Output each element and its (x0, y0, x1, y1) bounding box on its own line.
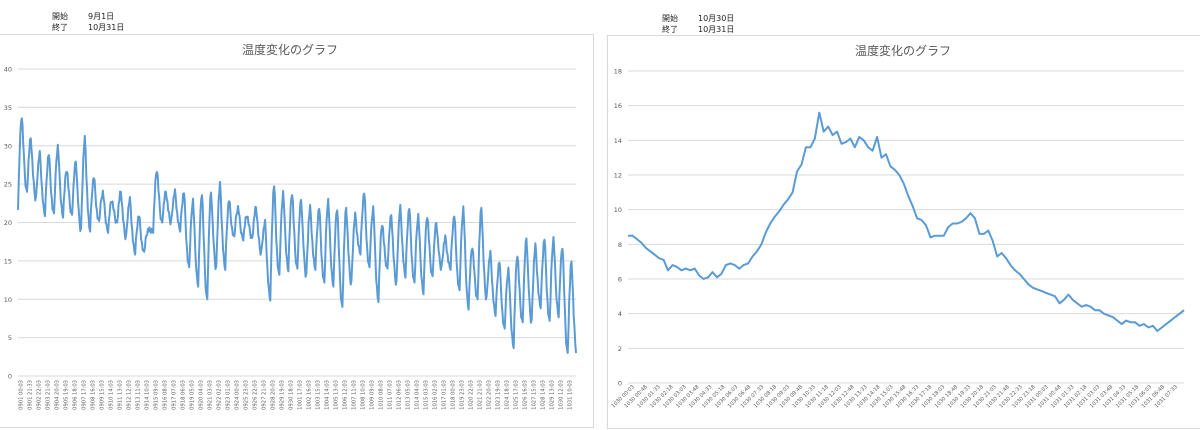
end-value: 10月31日 (698, 25, 735, 34)
start-label: 開始 (52, 12, 68, 21)
y-tick-label: 5 (8, 334, 12, 342)
x-tick-label: 0928 20:03 (271, 380, 277, 410)
x-tick-label: 0909 15:03 (100, 380, 106, 410)
x-tick-label: 0905 19:03 (64, 380, 70, 410)
start-value: 9月1日 (88, 12, 115, 21)
x-tick-label: 1010 08:03 (379, 380, 385, 410)
y-tick-label: 35 (4, 104, 12, 112)
y-tick-label: 40 (4, 66, 12, 74)
y-tick-label: 18 (614, 68, 622, 76)
x-tick-label: 0901 21:33 (28, 380, 34, 410)
x-tick-label: 0919 05:03 (190, 380, 196, 410)
y-tick-label: 6 (618, 276, 622, 284)
x-tick-label: 0906 18:03 (73, 380, 79, 410)
x-tick-label: 0922 02:03 (217, 380, 223, 410)
y-tick-label: 10 (614, 206, 622, 214)
x-tick-label: 0916 08:03 (163, 380, 169, 410)
x-tick-label: 1031 10:03 (568, 380, 574, 410)
x-tick-label: 0910 14:03 (109, 380, 115, 410)
start-value: 10月30日 (698, 14, 735, 23)
y-tick-label: 2 (618, 345, 622, 353)
x-tick-label: 0930 18:03 (289, 380, 295, 410)
x-tick-label: 1012 06:03 (397, 380, 403, 410)
x-tick-label: 1028 14:03 (541, 380, 547, 410)
y-tick-label: 30 (4, 142, 12, 150)
x-tick-label: 0921 03:03 (208, 380, 214, 410)
x-tick-label: 1005 13:03 (334, 380, 340, 410)
x-tick-label: 1011 07:03 (388, 380, 394, 410)
x-tick-label: 1001 17:03 (298, 380, 304, 410)
x-tick-label: 0913 11:03 (136, 380, 142, 410)
x-tick-label: 1006 12:03 (343, 380, 349, 410)
end-label: 終了 (52, 23, 68, 32)
x-tick-label: 1003 15:03 (316, 380, 322, 410)
y-tick-label: 14 (614, 137, 622, 145)
x-tick-label: 1030 12:03 (559, 380, 565, 410)
x-tick-label: 1026 16:03 (523, 380, 529, 410)
y-tick-label: 0 (8, 373, 12, 381)
x-tick-label: 0904 20:03 (55, 380, 61, 410)
x-tick-label: 0925 23:03 (244, 380, 250, 410)
chart-title: 温度変化のグラフ (242, 42, 338, 57)
temperature-series-line (17, 117, 577, 354)
monthly-chart-svg: 温度変化のグラフ 0 5 10 15 20 25 30 35 40 0901 00:03 0901 2… (4, 42, 577, 410)
x-tick-label: 1004 14:03 (325, 380, 331, 410)
x-tick-label: 1009 09:03 (370, 380, 376, 410)
x-tick-label: 0923 01:03 (226, 380, 232, 410)
x-tick-label: 1027 15:03 (532, 380, 538, 410)
x-tick-label: 1022 20:03 (487, 380, 493, 410)
x-tick-label: 0907 17:03 (82, 380, 88, 410)
x-tick-label: 1008 10:03 (361, 380, 367, 410)
x-tick-label: 1015 03:03 (424, 380, 430, 410)
y-tick-label: 15 (4, 257, 12, 265)
x-tick-label: 1016 02:03 (433, 380, 439, 410)
end-label: 終了 (662, 25, 678, 34)
x-tick-label: 0901 00:03 (19, 380, 25, 410)
x-tick-label: 0908 16:03 (91, 380, 97, 410)
x-tick-label: 1013 05:03 (406, 380, 412, 410)
x-tick-label: 1017 01:03 (442, 380, 448, 410)
x-tick-label: 1014 04:03 (415, 380, 421, 410)
end-value: 10月31日 (88, 23, 125, 32)
y-tick-label: 10 (4, 296, 12, 304)
x-tick-label: 0920 04:03 (199, 380, 205, 410)
x-tick-label: 0903 21:03 (46, 380, 52, 410)
start-label: 開始 (662, 14, 678, 23)
y-tick-label: 16 (614, 102, 622, 110)
daily-temperature-chart[interactable]: 温度変化のグラフ 0 2 4 6 8 10 12 14 16 18 1030 00:03 1030 00… (607, 35, 1200, 429)
x-tick-label: 1024 18:03 (505, 380, 511, 410)
x-tick-label: 0912 12:03 (127, 380, 133, 410)
x-tick-label: 0926 22:03 (253, 380, 259, 410)
x-tick-label: 0902 22:03 (37, 380, 43, 410)
x-tick-label: 0911 13:03 (118, 380, 124, 410)
y-tick-label: 0 (618, 380, 622, 388)
left-date-range: 開始 9月1日 終了 10月31日 (52, 11, 124, 33)
x-tick-label: 0918 06:03 (181, 380, 187, 410)
x-tick-label: 0914 10:03 (145, 380, 151, 410)
x-tick-label: 0915 09:03 (154, 380, 160, 410)
x-tick-label: 1020 22:03 (469, 380, 475, 410)
monthly-temperature-chart[interactable]: 温度変化のグラフ 0 5 10 15 20 25 30 35 40 0901 00:03 0901 2… (0, 34, 594, 428)
x-tick-label: 0929 19:03 (280, 380, 286, 410)
x-tick-label: 0917 07:03 (172, 380, 178, 410)
chart-title: 温度変化のグラフ (855, 43, 951, 58)
x-tick-label: 0924 00:03 (235, 380, 241, 410)
y-tick-label: 25 (4, 181, 12, 189)
x-tick-label: 1002 16:03 (307, 380, 313, 410)
x-tick-label: 1025 17:03 (514, 380, 520, 410)
y-tick-label: 12 (614, 172, 622, 180)
x-tick-label: 0927 21:03 (262, 380, 268, 410)
x-tick-label: 1019 23:03 (460, 380, 466, 410)
y-tick-label: 20 (4, 219, 12, 227)
y-tick-label: 8 (618, 241, 622, 249)
temperature-series-line (628, 111, 1185, 332)
x-tick-label: 1007 11:03 (352, 380, 358, 410)
right-date-range: 開始 10月30日 終了 10月31日 (662, 13, 734, 35)
x-tick-label: 1023 19:03 (496, 380, 502, 410)
x-tick-label: 1021 21:03 (478, 380, 484, 410)
x-tick-label: 1029 13:03 (550, 380, 556, 410)
y-tick-label: 4 (618, 310, 622, 318)
x-tick-label: 1018 00:03 (451, 380, 457, 410)
